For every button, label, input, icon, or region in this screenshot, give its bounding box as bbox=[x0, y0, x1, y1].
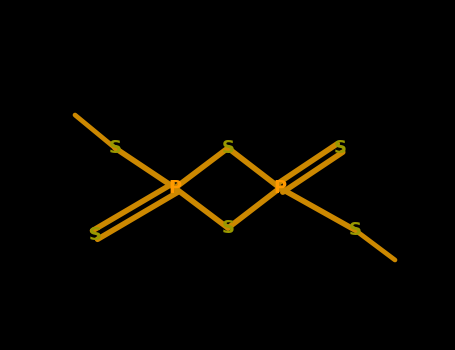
Text: S: S bbox=[349, 221, 362, 239]
Text: S: S bbox=[222, 219, 234, 237]
Text: S: S bbox=[108, 139, 121, 157]
Text: P: P bbox=[273, 179, 287, 197]
Text: S: S bbox=[222, 139, 234, 157]
Text: S: S bbox=[89, 226, 101, 244]
Text: P: P bbox=[168, 179, 182, 197]
Text: S: S bbox=[334, 139, 347, 157]
